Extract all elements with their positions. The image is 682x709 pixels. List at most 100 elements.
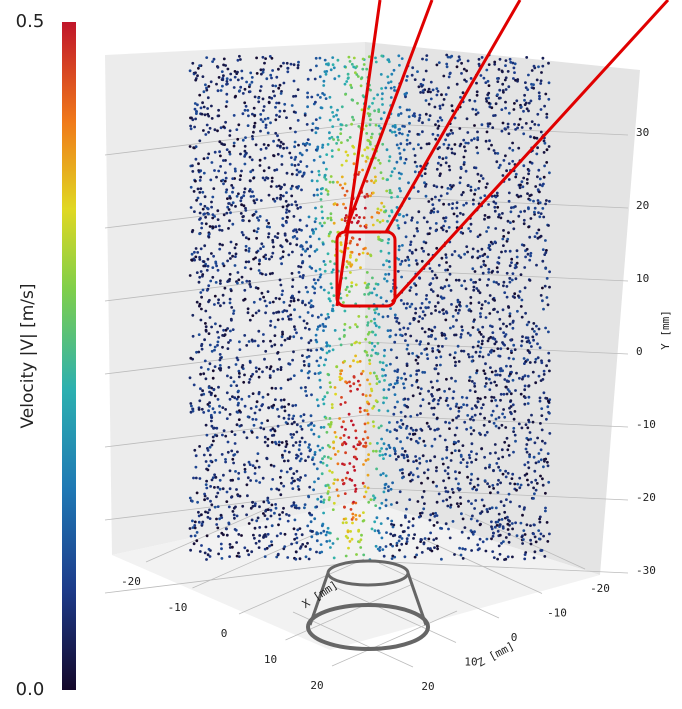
particle <box>324 533 328 537</box>
particle <box>448 427 451 430</box>
particle <box>476 151 480 155</box>
particle <box>483 194 487 198</box>
particle <box>500 250 503 254</box>
particle <box>244 206 247 210</box>
particle <box>258 526 262 529</box>
particle <box>463 547 467 551</box>
particle <box>258 481 262 484</box>
particle <box>474 113 478 116</box>
particle <box>482 423 486 427</box>
particle <box>247 522 251 525</box>
particle <box>535 152 539 156</box>
particle <box>263 178 267 182</box>
particle <box>374 449 378 453</box>
particle <box>467 453 471 457</box>
particle <box>458 471 461 474</box>
particle <box>502 540 505 543</box>
particle <box>340 377 344 380</box>
particle <box>432 406 436 410</box>
particle <box>277 86 281 90</box>
particle <box>531 370 535 374</box>
particle <box>431 349 435 353</box>
particle <box>483 455 486 459</box>
particle <box>455 502 459 505</box>
particle <box>538 235 542 239</box>
particle <box>195 271 199 274</box>
particle <box>238 409 241 412</box>
particle <box>473 192 476 196</box>
particle <box>455 318 458 322</box>
particle <box>523 553 527 556</box>
particle <box>299 265 303 269</box>
particle <box>291 278 295 282</box>
particle <box>388 214 391 218</box>
particle <box>318 275 322 279</box>
particle <box>392 385 396 389</box>
particle <box>449 326 452 330</box>
particle <box>261 176 265 180</box>
particle <box>218 487 222 491</box>
particle <box>252 229 256 233</box>
particle <box>327 63 330 67</box>
particle <box>228 152 232 156</box>
particle <box>523 374 527 378</box>
particle <box>385 299 388 303</box>
particle <box>488 420 491 423</box>
particle <box>316 444 320 448</box>
particle <box>393 382 397 385</box>
particle <box>547 330 550 334</box>
particle <box>406 459 410 463</box>
particle <box>373 109 376 113</box>
particle <box>354 513 358 517</box>
particle <box>270 96 274 100</box>
particle <box>447 476 451 480</box>
particle <box>330 149 334 153</box>
particle <box>494 369 498 373</box>
particle <box>449 503 453 507</box>
particle <box>234 205 237 208</box>
particle <box>526 374 530 378</box>
particle <box>316 278 320 282</box>
particle <box>229 376 233 379</box>
particle <box>302 360 306 363</box>
particle <box>384 86 388 90</box>
particle <box>532 556 536 560</box>
particle <box>231 457 235 461</box>
particle <box>457 360 461 363</box>
particle <box>467 499 470 503</box>
particle <box>319 96 322 99</box>
particle <box>390 519 394 523</box>
particle <box>381 177 385 180</box>
particle <box>323 221 326 225</box>
particle <box>369 142 372 146</box>
particle <box>443 389 446 393</box>
particle <box>416 221 419 224</box>
particle <box>500 518 504 521</box>
particle <box>469 189 473 192</box>
particle <box>441 286 445 290</box>
particle <box>537 65 540 69</box>
particle <box>240 76 244 80</box>
particle <box>429 80 433 84</box>
particle <box>469 278 473 282</box>
particle <box>537 168 541 172</box>
particle <box>205 88 209 92</box>
particle <box>375 516 379 520</box>
particle <box>326 216 330 220</box>
particle <box>297 143 300 147</box>
particle <box>252 106 256 110</box>
particle <box>435 356 438 359</box>
particle <box>389 329 392 332</box>
particle <box>534 478 538 482</box>
particle <box>231 328 235 331</box>
particle <box>301 261 304 265</box>
particle <box>483 214 487 217</box>
particle <box>258 505 261 509</box>
particle <box>502 284 505 288</box>
particle <box>476 328 480 332</box>
particle <box>481 177 485 180</box>
particle <box>520 298 524 302</box>
particle <box>282 547 286 551</box>
particle <box>351 98 355 102</box>
particle <box>478 291 482 295</box>
